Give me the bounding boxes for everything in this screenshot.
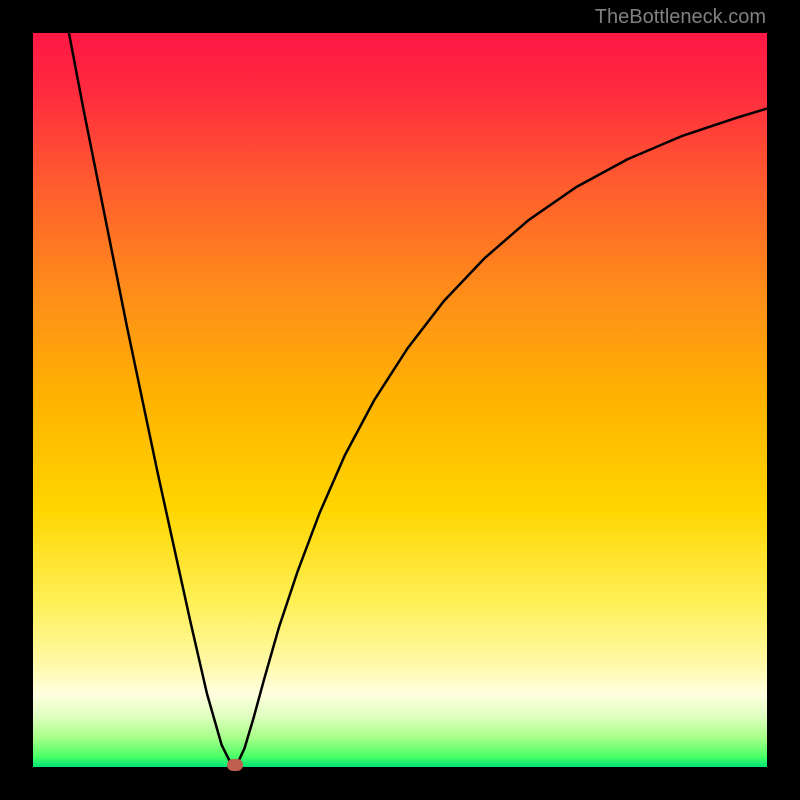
watermark-text: TheBottleneck.com — [595, 6, 766, 29]
optimum-marker — [227, 759, 243, 771]
chart-container: TheBottleneck.com — [0, 0, 800, 800]
plot-area — [33, 33, 767, 767]
bottleneck-curve — [33, 33, 767, 767]
